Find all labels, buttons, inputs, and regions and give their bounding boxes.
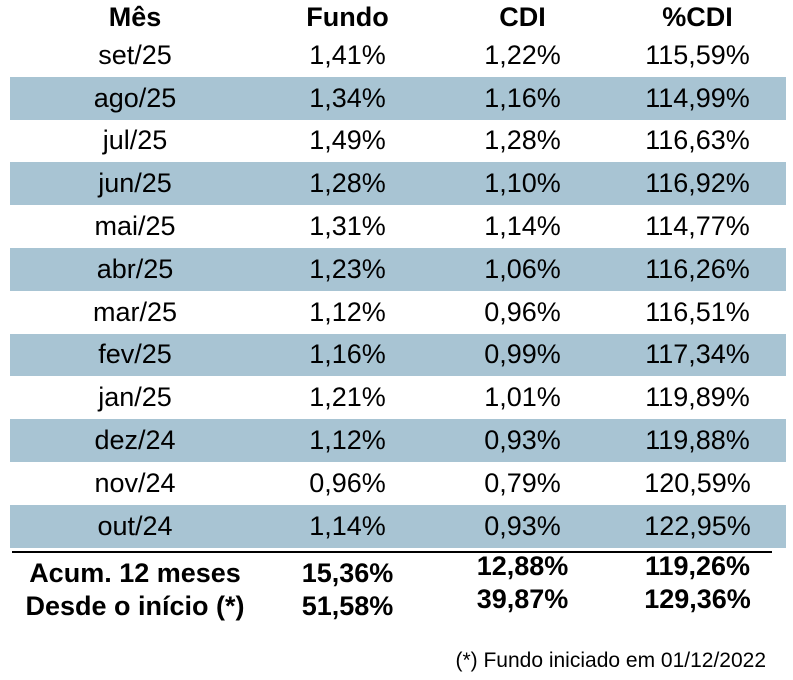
cell-fundo: 1,12% <box>309 296 386 327</box>
header-cell-mes: Mês <box>108 1 162 32</box>
cell-fundo: 1,31% <box>309 211 386 242</box>
header-cell-cdi: CDI <box>499 1 546 32</box>
cell-fundo: 1,49% <box>309 125 386 156</box>
cell-pcdi: 122,95% <box>644 510 751 541</box>
cell-mes: nov/24 <box>94 467 176 498</box>
cell-fundo: 1,16% <box>309 339 386 370</box>
total-cell-fundo: 15,36% <box>301 557 394 588</box>
cell-mes: ago/25 <box>93 82 177 113</box>
cell-fundo: 1,12% <box>309 425 386 456</box>
cell-cdi: 0,93% <box>484 425 561 456</box>
total-cell-mes: Acum. 12 meses <box>29 557 241 588</box>
cell-cdi: 1,06% <box>484 253 561 284</box>
table-row: set/25 1,41% 1,22% 115,59% <box>10 34 786 77</box>
cell-cdi: 1,01% <box>484 382 561 413</box>
cell-mes: set/25 <box>98 39 172 70</box>
totals-row: Acum. 12 meses 15,36% 12,88% 119,26% <box>10 552 786 590</box>
cell-pcdi: 115,59% <box>645 39 750 70</box>
cell-mes: jul/25 <box>102 125 168 156</box>
cell-fundo: 1,21% <box>309 382 386 413</box>
cell-mes: abr/25 <box>96 253 174 284</box>
cell-pcdi: 117,34% <box>645 339 750 370</box>
table-row: jun/25 1,28% 1,10% 116,92% <box>10 162 786 206</box>
cell-cdi: 0,79% <box>484 467 561 498</box>
cell-fundo: 1,34% <box>309 82 386 113</box>
cell-mes: mai/25 <box>94 211 176 242</box>
cell-pcdi: 114,77% <box>645 211 750 242</box>
cell-cdi: 1,16% <box>484 82 561 113</box>
cell-cdi: 1,14% <box>484 211 561 242</box>
cell-pcdi: 116,92% <box>645 168 750 199</box>
cell-mes: fev/25 <box>98 339 172 370</box>
table-row: jul/25 1,49% 1,28% 116,63% <box>10 120 786 163</box>
total-cell-mes: Desde o início (*) <box>25 590 245 621</box>
cell-cdi: 1,28% <box>484 125 561 156</box>
table-body: set/25 1,41% 1,22% 115,59% ago/25 1,34% 1,16% 1… <box>10 34 793 548</box>
footnote: (*) Fundo iniciado em 01/12/2022 <box>455 648 766 672</box>
total-cell-pcdi: 129,36% <box>644 583 751 614</box>
total-cell-cdi: 12,88% <box>476 550 569 581</box>
table-row: ago/25 1,34% 1,16% 114,99% <box>10 76 786 120</box>
total-cell-pcdi: 119,26% <box>644 550 751 581</box>
table-row: out/24 1,14% 0,93% 122,95% <box>10 504 786 548</box>
totals-row: Desde o início (*) 51,58% 39,87% 129,36% <box>10 585 786 623</box>
cell-cdi: 1,10% <box>484 168 561 199</box>
cell-mes: jan/25 <box>98 382 172 413</box>
table-row: abr/25 1,23% 1,06% 116,26% <box>10 247 786 291</box>
cell-pcdi: 119,88% <box>645 425 750 456</box>
table-header-row: Mês Fundo CDI %CDI <box>10 0 786 34</box>
table-row: mar/25 1,12% 0,96% 116,51% <box>10 291 786 334</box>
cell-mes: mar/25 <box>92 296 178 327</box>
table-totals: Acum. 12 meses 15,36% 12,88% 119,26% Desde o… <box>10 552 793 623</box>
cell-fundo: 1,14% <box>309 510 386 541</box>
cell-cdi: 0,96% <box>484 296 561 327</box>
cell-pcdi: 116,26% <box>645 253 750 284</box>
table-row: dez/24 1,12% 0,93% 119,88% <box>10 419 786 462</box>
cell-mes: jun/25 <box>98 168 172 199</box>
cell-pcdi: 116,51% <box>645 296 750 327</box>
cell-fundo: 0,96% <box>309 467 386 498</box>
cell-fundo: 1,41% <box>309 39 386 70</box>
cell-mes: out/24 <box>97 510 173 541</box>
cell-cdi: 0,99% <box>484 339 561 370</box>
total-cell-fundo: 51,58% <box>301 590 394 621</box>
cell-cdi: 0,93% <box>484 510 561 541</box>
cell-fundo: 1,28% <box>309 168 386 199</box>
header-cell-fundo: Fundo <box>306 1 389 32</box>
totals-separator <box>12 550 772 553</box>
total-cell-cdi: 39,87% <box>476 583 569 614</box>
cell-pcdi: 119,89% <box>645 382 750 413</box>
cell-pcdi: 116,63% <box>645 125 750 156</box>
cell-pcdi: 114,99% <box>645 82 750 113</box>
cell-cdi: 1,22% <box>484 39 561 70</box>
cell-pcdi: 120,59% <box>644 467 751 498</box>
table-row: jan/25 1,21% 1,01% 119,89% <box>10 376 786 419</box>
table-row: fev/25 1,16% 0,99% 117,34% <box>10 333 786 377</box>
header-cell-pcdi: %CDI <box>662 1 733 32</box>
table-row: nov/24 0,96% 0,79% 120,59% <box>10 462 786 505</box>
table-row: mai/25 1,31% 1,14% 114,77% <box>10 205 786 248</box>
cell-mes: dez/24 <box>94 425 176 456</box>
cell-fundo: 1,23% <box>309 253 386 284</box>
